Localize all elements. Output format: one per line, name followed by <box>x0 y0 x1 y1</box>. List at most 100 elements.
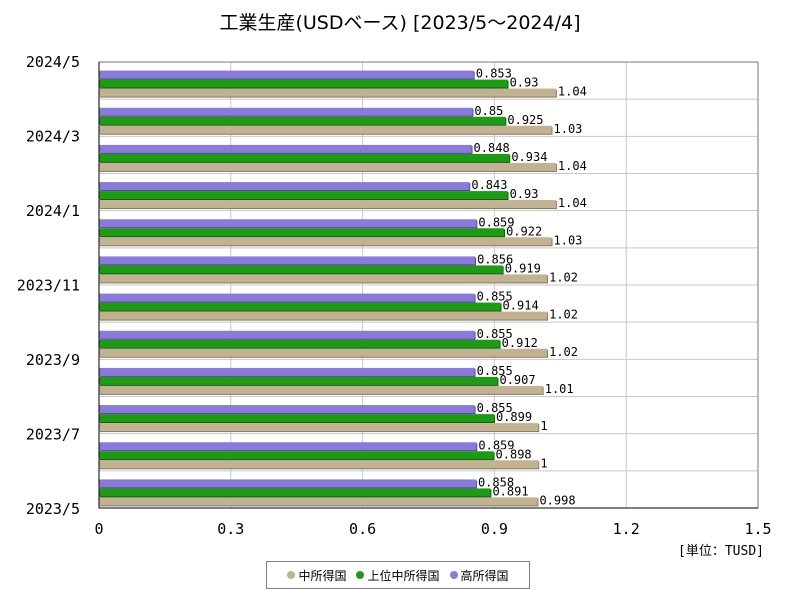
bar <box>99 385 543 394</box>
data-label: 1.03 <box>554 122 583 136</box>
bar <box>99 200 556 209</box>
bar <box>99 414 494 423</box>
bar <box>99 405 475 414</box>
data-label-bg <box>470 180 509 192</box>
bar <box>99 293 475 302</box>
data-label-bg <box>508 189 540 201</box>
data-label-bg <box>508 77 540 89</box>
chart-title: 工業生産(USDベース) [2023/5～2024/4] <box>219 12 581 34</box>
y-tick-label: 2023/9 <box>26 351 80 369</box>
bar <box>99 451 494 460</box>
data-label: 0.855 <box>477 364 513 378</box>
data-label-bg <box>543 383 575 395</box>
bar <box>99 162 556 171</box>
data-label: 1 <box>540 419 547 433</box>
legend-marker <box>449 571 458 579</box>
legend-label: 上位中所得国 <box>367 568 440 583</box>
data-label: 0.899 <box>496 410 532 424</box>
data-label: 0.925 <box>507 113 543 127</box>
legend-item: 高所得国 <box>449 567 509 584</box>
bar <box>99 367 475 376</box>
data-label-bg <box>556 86 588 98</box>
data-label: 0.843 <box>471 178 507 192</box>
bar <box>99 311 548 320</box>
data-label: 1.04 <box>558 159 587 173</box>
bar <box>99 265 503 274</box>
legend-item: 中所得国 <box>287 567 346 584</box>
data-label: 0.859 <box>478 215 514 229</box>
data-label: 1.01 <box>545 382 574 396</box>
data-label: 0.914 <box>503 299 539 313</box>
y-tick-label: 2023/7 <box>26 426 80 444</box>
bar <box>99 88 556 97</box>
bar <box>99 182 470 191</box>
data-label-bg <box>494 412 533 424</box>
data-label: 0.922 <box>506 224 542 238</box>
x-tick-label: 1.2 <box>613 520 640 538</box>
data-label-bg <box>475 365 514 377</box>
data-label-bg <box>503 263 542 275</box>
data-label-bg <box>475 403 514 415</box>
legend: 中所得国 上位中所得国 高所得国 <box>266 561 530 589</box>
data-label-bg <box>505 226 544 238</box>
bar <box>99 125 552 134</box>
bar <box>99 376 498 385</box>
data-label: 1.02 <box>549 270 578 284</box>
x-tick-label: 0 <box>94 520 103 538</box>
data-label-bg <box>474 68 513 80</box>
bar <box>99 488 491 497</box>
data-label: 0.853 <box>476 67 512 81</box>
legend-marker <box>287 571 296 579</box>
unit-label: [単位：TUSD] <box>678 544 764 559</box>
data-label-bg <box>552 123 584 135</box>
data-label-bg <box>556 160 588 172</box>
data-label-bg <box>552 235 584 247</box>
data-label-bg <box>548 309 579 321</box>
data-label: 1.02 <box>549 308 578 322</box>
bar <box>99 144 472 153</box>
bar <box>99 70 474 79</box>
bar <box>99 423 539 432</box>
bar <box>99 497 538 506</box>
data-label: 1 <box>540 456 547 470</box>
bar <box>99 479 476 488</box>
data-label-bg <box>476 254 515 266</box>
bar <box>99 330 475 339</box>
data-label: 0.919 <box>505 261 541 275</box>
y-tick-label: 2023/11 <box>17 277 80 295</box>
bar <box>99 153 510 162</box>
data-label: 1.02 <box>549 345 578 359</box>
data-label: 1.04 <box>558 196 587 210</box>
data-label-bg <box>472 142 511 154</box>
bar <box>99 460 539 469</box>
data-label: 0.891 <box>492 484 528 498</box>
legend-item: 上位中所得国 <box>356 567 440 584</box>
data-label-bg <box>538 495 577 507</box>
bar <box>99 219 477 228</box>
y-tick-label: 2023/5 <box>26 500 80 518</box>
data-label: 0.855 <box>477 401 513 415</box>
bar <box>99 339 500 348</box>
data-label: 0.93 <box>510 187 539 201</box>
data-label: 0.859 <box>478 438 514 452</box>
data-label: 1.03 <box>554 233 583 247</box>
bar <box>99 191 508 200</box>
data-label-bg <box>548 272 579 284</box>
bar <box>99 228 505 237</box>
data-label-bg <box>498 374 537 386</box>
data-label-bg <box>491 486 530 498</box>
data-label-bg <box>556 198 588 210</box>
data-label-bg <box>548 346 579 358</box>
data-label: 0.856 <box>477 252 513 266</box>
data-label: 0.907 <box>499 373 535 387</box>
bar <box>99 302 501 311</box>
bar <box>99 107 473 116</box>
data-label-bg <box>476 477 515 489</box>
data-label: 0.898 <box>496 447 532 461</box>
data-label-bg <box>477 217 516 229</box>
x-tick-label: 0.6 <box>349 520 376 538</box>
data-label-bg <box>506 114 545 126</box>
data-label: 0.998 <box>539 493 575 507</box>
data-label-bg <box>500 337 539 349</box>
